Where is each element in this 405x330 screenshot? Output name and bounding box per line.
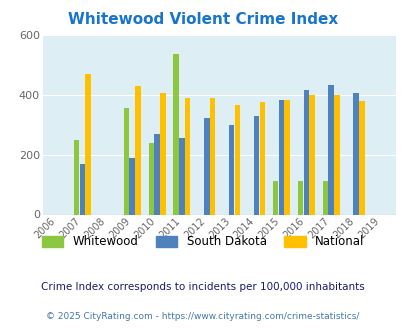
Bar [352,93,358,214]
Bar [253,115,259,214]
Bar [228,124,234,214]
Bar [85,74,91,215]
Bar [173,54,179,214]
Bar [129,158,134,214]
Bar [154,134,160,214]
Bar [160,93,165,214]
Bar [259,102,264,214]
Bar [74,140,79,214]
Bar [358,101,364,214]
Text: © 2025 CityRating.com - https://www.cityrating.com/crime-statistics/: © 2025 CityRating.com - https://www.city… [46,312,359,321]
Bar [297,181,303,214]
Bar [135,86,140,214]
Bar [284,100,289,214]
Bar [79,164,85,214]
Bar [209,98,215,214]
Bar [179,138,184,214]
Bar [184,98,190,214]
Bar [303,90,308,214]
Legend: Whitewood, South Dakota, National: Whitewood, South Dakota, National [37,231,368,253]
Bar [328,85,333,214]
Bar [333,95,339,214]
Text: Whitewood Violent Crime Index: Whitewood Violent Crime Index [68,12,337,26]
Bar [278,100,284,214]
Bar [234,105,239,214]
Bar [204,118,209,214]
Bar [322,181,327,214]
Text: Crime Index corresponds to incidents per 100,000 inhabitants: Crime Index corresponds to incidents per… [41,282,364,292]
Bar [148,144,153,214]
Bar [309,95,314,214]
Bar [124,108,129,214]
Bar [272,181,278,214]
